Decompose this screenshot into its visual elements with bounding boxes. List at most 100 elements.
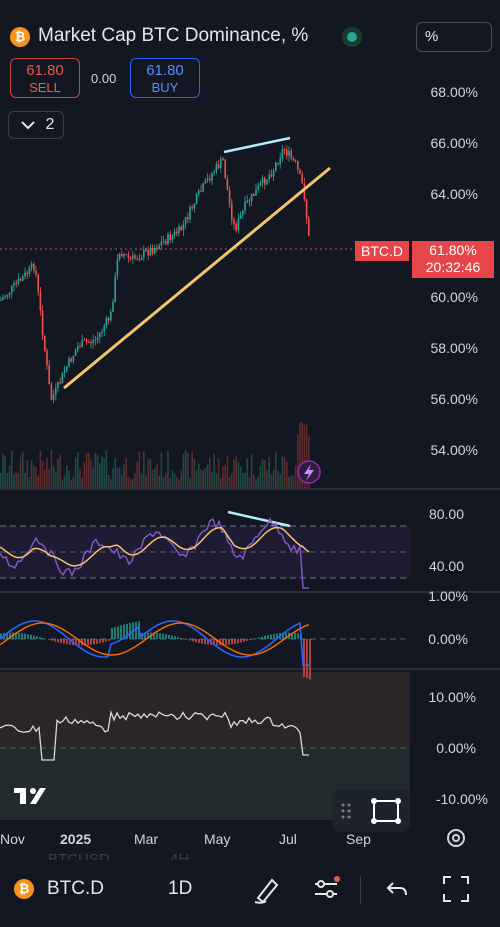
- price-divergence-line[interactable]: [223, 136, 291, 154]
- candle-body: [24, 272, 26, 277]
- volume-bar: [158, 475, 160, 488]
- macd-histogram-bar: [18, 632, 20, 639]
- volume-bar: [257, 476, 259, 488]
- macd-histogram-bar: [234, 639, 236, 644]
- macd-histogram-bar: [171, 635, 173, 639]
- sell-button[interactable]: 61.80 SELL: [10, 58, 80, 98]
- candle-body: [94, 340, 97, 342]
- pane-divider[interactable]: [0, 591, 500, 593]
- volume-bar: [224, 465, 226, 488]
- last-price-tag: 61.80% 20:32:46: [412, 241, 494, 278]
- volume-bar: [129, 479, 132, 488]
- bar-countdown: 20:32:46: [425, 259, 481, 275]
- candle-body: [176, 231, 178, 234]
- selection-frame-icon[interactable]: [371, 798, 401, 824]
- candle-body: [173, 231, 176, 236]
- osc-axis-label: 10.00%: [428, 689, 476, 705]
- volume-bar: [277, 470, 279, 488]
- rsi-divergence-line[interactable]: [227, 510, 291, 528]
- volume-bar: [286, 462, 288, 488]
- fullscreen-icon[interactable]: [441, 874, 471, 904]
- candle-body: [200, 190, 202, 192]
- drag-dots-icon[interactable]: [341, 803, 351, 819]
- scale-mode-button[interactable]: %: [416, 22, 492, 52]
- macd-histogram-bar: [195, 639, 197, 643]
- volume-bar: [125, 457, 127, 488]
- candle-body: [116, 259, 119, 277]
- volume-bar: [242, 472, 244, 488]
- volume-bar: [215, 473, 218, 488]
- candle-body: [48, 365, 50, 385]
- volume-bar: [107, 474, 110, 488]
- volume-bar: [24, 472, 26, 488]
- macd-histogram-bar: [78, 639, 80, 646]
- volume-bar: [72, 476, 75, 488]
- volume-bar: [204, 467, 207, 488]
- macd-histogram-bar: [21, 633, 23, 639]
- candle-body: [193, 203, 196, 209]
- trendline-drawing[interactable]: [63, 166, 331, 390]
- undo-icon[interactable]: [384, 875, 410, 903]
- sell-price: 61.80: [26, 62, 64, 79]
- candle-body: [83, 339, 86, 341]
- market-status-icon[interactable]: [342, 27, 362, 47]
- chart-title[interactable]: Market Cap BTC Dominance, %: [38, 25, 309, 46]
- symbol-price-tag: BTC.D: [355, 241, 409, 261]
- volume-bar: [275, 452, 277, 488]
- candle-body: [226, 178, 229, 191]
- macd-histogram-bar: [6, 632, 8, 639]
- x-axis-label: Mar: [134, 831, 159, 847]
- macd-histogram-bar: [177, 637, 179, 639]
- volume-bar: [118, 467, 121, 488]
- interval-button[interactable]: 1D: [168, 878, 193, 899]
- volume-bar: [81, 477, 83, 488]
- macd-histogram-bar: [213, 639, 215, 646]
- volume-bar: [279, 473, 281, 488]
- symbol-button[interactable]: BTC.D: [47, 878, 104, 899]
- candlesticks: [0, 145, 310, 404]
- drawing-tools-icon[interactable]: [252, 874, 282, 904]
- candle-body: [301, 173, 303, 184]
- volume-bar: [19, 456, 22, 488]
- volume-bar: [52, 465, 55, 488]
- chart-canvas[interactable]: [0, 0, 500, 860]
- volume-bar: [281, 455, 284, 488]
- macd-histogram-bar: [15, 632, 17, 639]
- volume-bar: [134, 473, 136, 488]
- candle-body: [96, 337, 99, 341]
- volume-bar: [2, 453, 4, 488]
- buy-button[interactable]: 61.80 BUY: [130, 58, 200, 98]
- candle-body: [305, 199, 308, 219]
- indicators-icon[interactable]: [312, 874, 342, 904]
- candle-body: [99, 332, 101, 338]
- volume-bar: [11, 450, 13, 488]
- volume-bar: [189, 478, 191, 488]
- settings-gear-icon[interactable]: [447, 829, 465, 847]
- candle-body: [11, 285, 13, 293]
- candle-body: [70, 358, 72, 362]
- candle-body: [68, 358, 70, 367]
- volume-bar: [114, 457, 116, 488]
- macd-histogram-bar: [0, 633, 2, 639]
- macd-axis-label: 1.00%: [428, 588, 468, 604]
- volume-bar: [55, 472, 57, 488]
- candle-body: [127, 254, 130, 258]
- candle-body: [244, 201, 246, 211]
- volume-bar: [136, 461, 138, 488]
- candle-body: [140, 257, 143, 260]
- macd-histogram-bar: [147, 632, 149, 639]
- pane-divider[interactable]: [0, 488, 500, 490]
- volume-bar: [63, 475, 66, 488]
- volume-bar: [123, 464, 125, 488]
- candle-body: [0, 299, 2, 301]
- volume-bar: [8, 465, 11, 488]
- macd-histogram-bar: [270, 634, 272, 639]
- volume-bar: [283, 457, 286, 488]
- candle-body: [72, 355, 75, 362]
- volume-bar: [213, 454, 215, 488]
- indicators-collapse-button[interactable]: 2: [8, 111, 64, 139]
- candle-body: [39, 291, 42, 311]
- candle-body: [270, 174, 273, 177]
- candle-body: [308, 218, 310, 236]
- pane-divider[interactable]: [0, 668, 500, 670]
